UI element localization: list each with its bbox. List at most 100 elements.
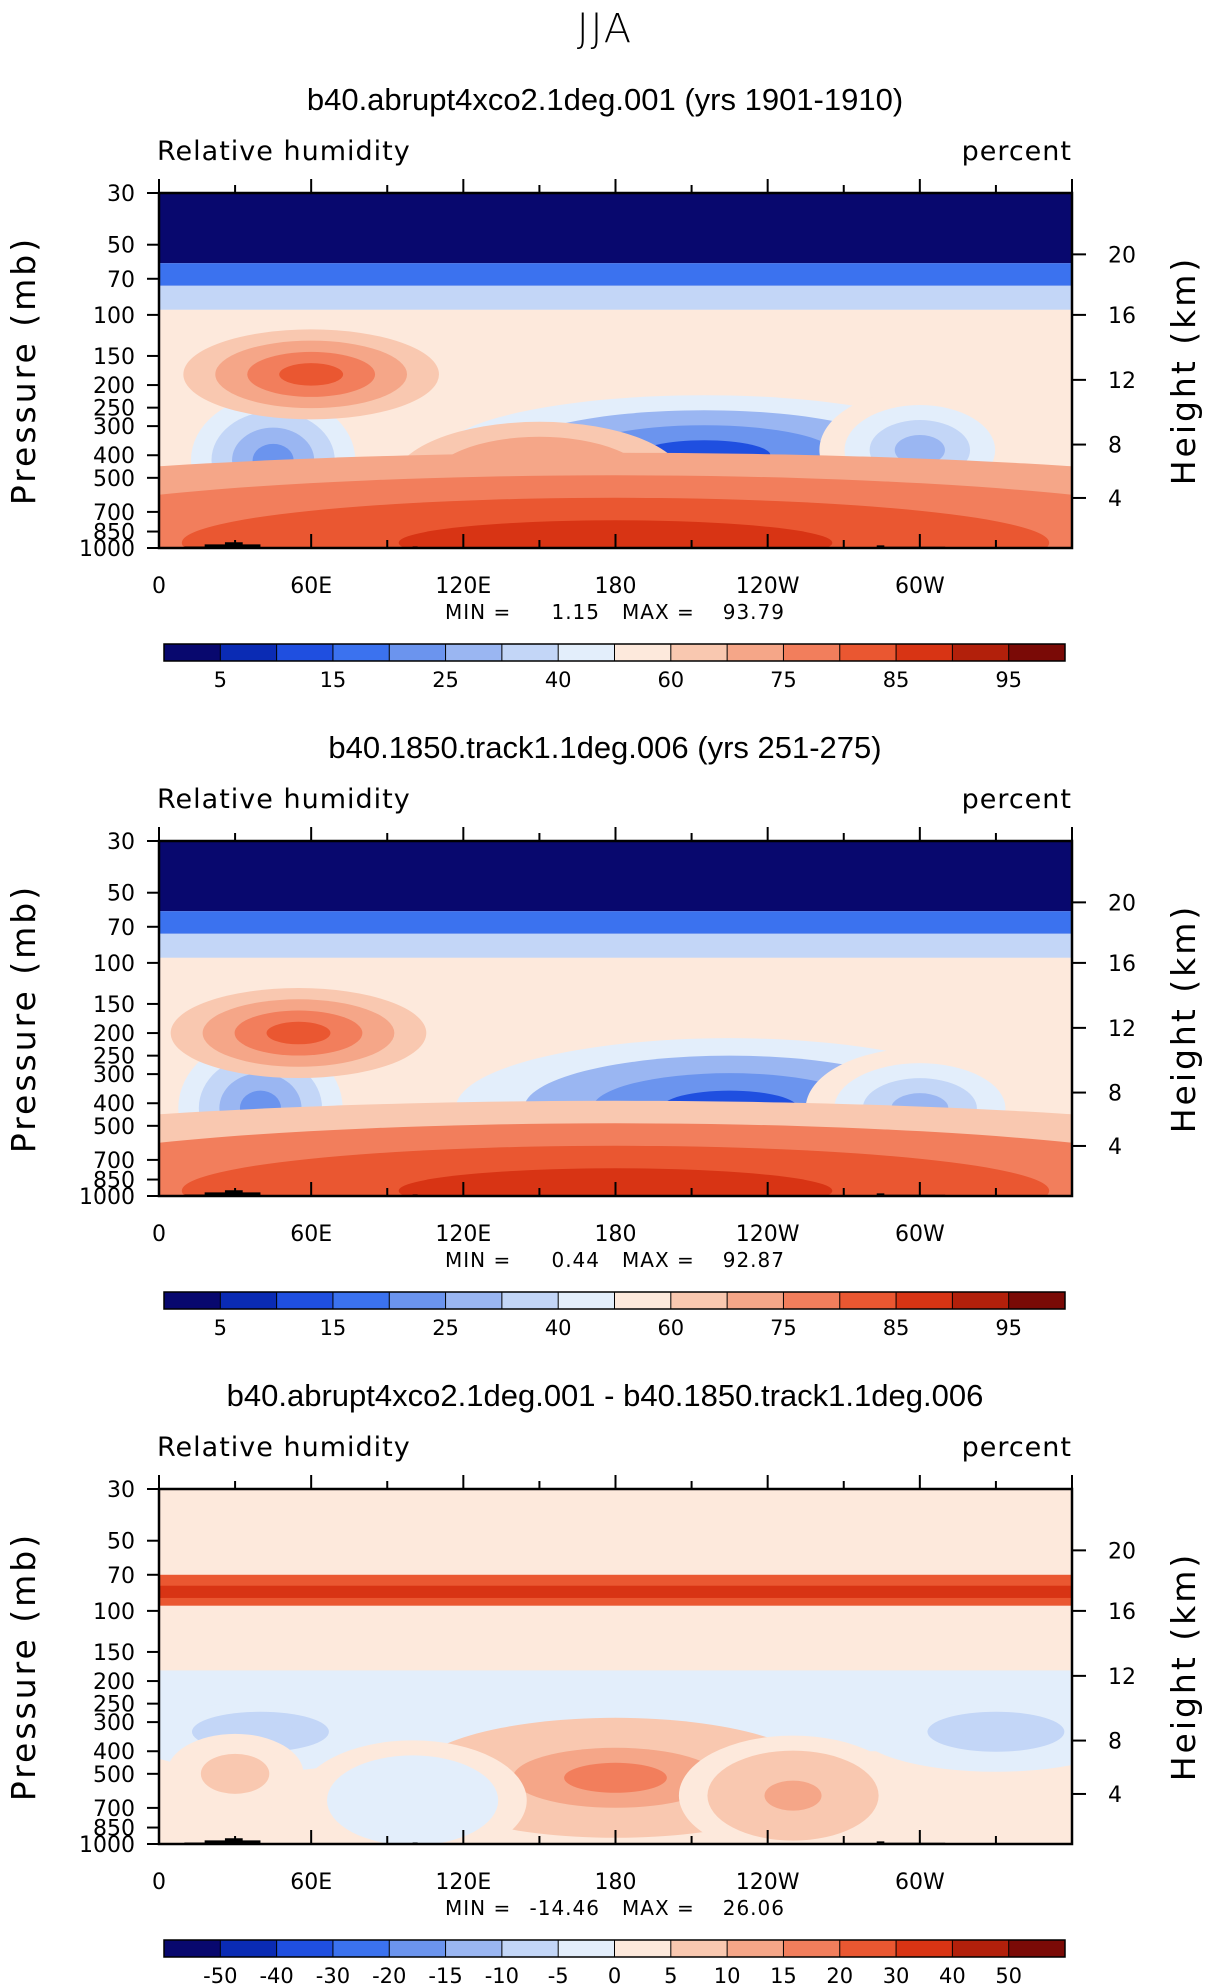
max-value: 26.06	[723, 1896, 785, 1920]
panel-title: b40.abrupt4xco2.1deg.001 - b40.1850.trac…	[227, 1378, 984, 1413]
colorbar-segment	[389, 1292, 447, 1309]
y-tick-label: 250	[93, 1693, 135, 1718]
figure-title: JJA	[577, 6, 633, 52]
y-tick-label: 100	[93, 1600, 135, 1625]
y-tick-label: 100	[93, 952, 135, 977]
upper-band	[159, 933, 1072, 958]
y-tick-label: 150	[93, 993, 135, 1018]
y-tick-label: 400	[93, 444, 135, 469]
x-tick-label: 60W	[895, 574, 945, 599]
x-tick-label: 0	[152, 574, 166, 599]
x-tick-label: 60W	[895, 1870, 945, 1895]
colorbar-segment	[332, 1940, 390, 1957]
y-tick-label: 700	[93, 501, 135, 526]
y-tick-label: 50	[107, 882, 135, 907]
upper-dry-band	[159, 911, 1072, 934]
colorbar-label: -10	[485, 1964, 519, 1987]
colorbar-label: 75	[770, 1316, 797, 1340]
min-value: 0.44	[551, 1248, 600, 1272]
plot-area	[159, 841, 1072, 1196]
y-tick-label: 500	[93, 1763, 135, 1788]
x-tick-label: 120E	[435, 1222, 491, 1247]
y2-tick-label: 12	[1108, 1017, 1136, 1042]
max-value: 93.79	[723, 600, 785, 624]
panels: b40.abrupt4xco2.1deg.001 (yrs 1901-1910)…	[4, 82, 1203, 1987]
colorbar-segment	[220, 1940, 278, 1957]
field-contour	[961, 1721, 1031, 1742]
y2-axis-label: Height (km)	[1164, 1552, 1203, 1782]
max-text: MAX =	[622, 1248, 695, 1272]
colorbar-segment	[276, 1940, 334, 1957]
plot-area	[159, 1489, 1072, 1844]
x-tick-label: 120E	[435, 1870, 491, 1895]
x-tick-label: 60W	[895, 1222, 945, 1247]
colorbar-label: 40	[545, 668, 572, 692]
colorbar-label: 95	[995, 668, 1022, 692]
colorbar-frame	[163, 1291, 1066, 1310]
panel-1: b40.abrupt4xco2.1deg.001 (yrs 1901-1910)…	[4, 82, 1203, 692]
colorbar-segment	[445, 1940, 503, 1957]
colorbar-segment	[614, 1292, 672, 1309]
y-axis-label: Pressure (mb)	[4, 884, 43, 1153]
colorbar-frame	[163, 1939, 1066, 1958]
y-tick-label: 200	[93, 1670, 135, 1695]
y-tick-label: 1000	[79, 1833, 135, 1858]
colorbar-label: 30	[883, 1964, 910, 1987]
panel-2: b40.1850.track1.1deg.006 (yrs 251-275) Re…	[4, 730, 1203, 1340]
x-tick-label: 180	[595, 574, 637, 599]
topography-africa	[184, 542, 261, 548]
colorbar-segment	[220, 1292, 278, 1309]
y2-tick-label: 8	[1108, 434, 1122, 459]
y-tick-label: 70	[107, 916, 135, 941]
variable-label: Relative humidity	[157, 784, 411, 815]
y-tick-label: 850	[93, 521, 135, 546]
panel-title: b40.1850.track1.1deg.006 (yrs 251-275)	[328, 730, 881, 765]
y2-tick-label: 12	[1108, 369, 1136, 394]
colorbar-segment	[276, 1292, 334, 1309]
field-contour	[894, 435, 945, 466]
y2-tick-label: 4	[1108, 487, 1122, 512]
y2-tick-label: 16	[1108, 952, 1136, 977]
colorbar-label: 40	[545, 1316, 572, 1340]
colorbar-label: 15	[320, 668, 347, 692]
colorbar-segment	[727, 1292, 784, 1309]
x-tick-label: 0	[152, 1870, 166, 1895]
colorbar-segment	[1008, 1940, 1066, 1957]
plot-area	[159, 193, 1072, 548]
units-label: percent	[962, 1432, 1072, 1463]
colorbar-label: -50	[203, 1964, 237, 1987]
upper-band	[159, 285, 1072, 310]
colorbar-label: 85	[883, 668, 910, 692]
field-contour	[764, 1780, 822, 1811]
colorbar-segment	[501, 1292, 559, 1309]
upper-dry-band	[159, 263, 1072, 286]
x-tick-label: 120W	[736, 574, 800, 599]
colorbar-segment	[501, 644, 559, 661]
colorbar-segment	[839, 1940, 897, 1957]
y-tick-label: 500	[93, 1115, 135, 1140]
colorbar-segment	[220, 644, 278, 661]
y-tick-label: 30	[107, 1478, 135, 1503]
y2-tick-label: 4	[1108, 1135, 1122, 1160]
colorbar-segment	[727, 1940, 784, 1957]
colorbar-segment	[896, 1292, 953, 1309]
upper-dry-band	[159, 193, 1072, 264]
x-tick-label: 120W	[736, 1222, 800, 1247]
colorbar-segment	[670, 1940, 728, 1957]
colorbar-label: 95	[995, 1316, 1022, 1340]
y-tick-label: 250	[93, 1045, 135, 1070]
y2-tick-label: 20	[1108, 891, 1136, 916]
x-tick-label: 180	[595, 1222, 637, 1247]
y2-tick-label: 20	[1108, 243, 1136, 268]
colorbar-segment	[389, 644, 447, 661]
y2-tick-label: 16	[1108, 304, 1136, 329]
min-value: -14.46	[530, 1896, 600, 1920]
colorbar-segment	[896, 644, 953, 661]
y-tick-label: 150	[93, 1641, 135, 1666]
y-tick-label: 850	[93, 1817, 135, 1842]
colorbar-label: 60	[657, 1316, 684, 1340]
y2-tick-label: 4	[1108, 1783, 1122, 1808]
y-tick-label: 500	[93, 467, 135, 492]
colorbar-label: 25	[432, 668, 459, 692]
